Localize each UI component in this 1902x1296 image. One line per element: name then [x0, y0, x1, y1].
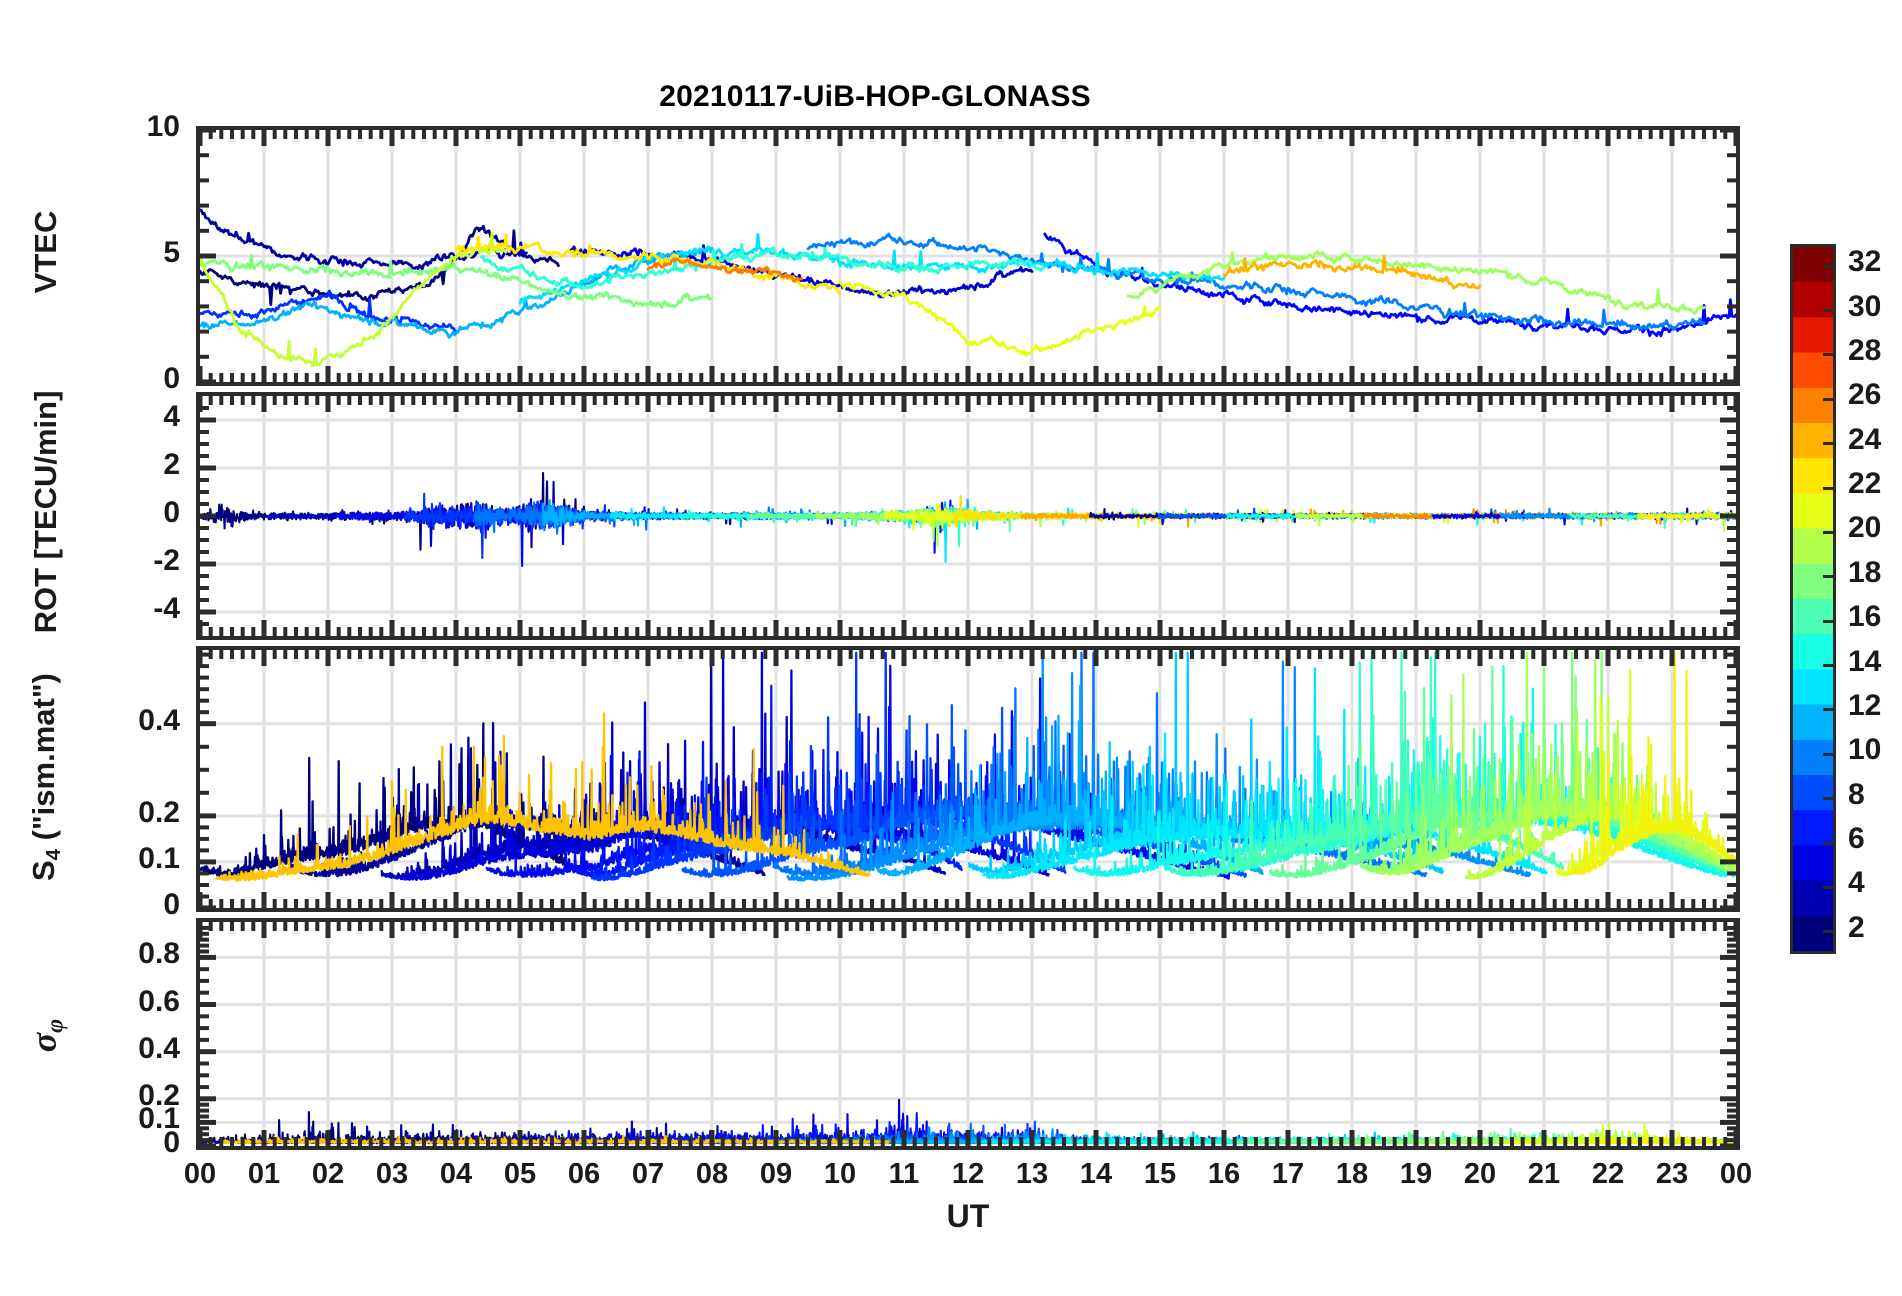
- y-tick-sigmaphi-3: 0.4: [138, 1031, 180, 1065]
- x-tick-0: 00: [183, 1158, 217, 1190]
- prn-colorbar-tick-22: 22: [1848, 467, 1882, 501]
- y-axis-label-sigmaphi: σφ: [22, 776, 69, 1296]
- x-tick-2: 02: [311, 1158, 345, 1190]
- y-tick-rot-3: 2: [163, 448, 180, 481]
- y-tick-sigmaphi-4: 0.6: [138, 984, 180, 1018]
- x-tick-22: 22: [1591, 1158, 1625, 1190]
- x-tick-17: 17: [1271, 1158, 1305, 1190]
- x-tick-4: 04: [439, 1158, 473, 1190]
- x-tick-16: 16: [1207, 1158, 1241, 1190]
- prn-colorbar-tick-2: 2: [1848, 910, 1865, 944]
- x-tick-15: 15: [1143, 1158, 1177, 1190]
- y-tick-vtec-0: 0: [163, 362, 180, 395]
- prn-colorbar-tickmark-24: [1823, 442, 1836, 446]
- prn-colorbar-tick-24: 24: [1848, 422, 1882, 456]
- x-tick-20: 20: [1463, 1158, 1497, 1190]
- x-tick-1: 01: [247, 1158, 281, 1190]
- prn-colorbar-tickmark-20: [1823, 530, 1836, 534]
- prn-colorbar-tickmark-16: [1823, 619, 1836, 623]
- y-tick-sigmaphi-0: 0: [163, 1126, 180, 1159]
- prn-colorbar-tick-30: 30: [1848, 289, 1882, 323]
- prn-colorbar-tick-18: 18: [1848, 555, 1882, 589]
- y-axis-label-sigmaphi-text: σφ: [23, 1018, 69, 1053]
- prn-colorbar-tick-20: 20: [1848, 511, 1882, 545]
- x-tick-9: 09: [759, 1158, 793, 1190]
- prn-colorbar-tick-6: 6: [1848, 822, 1865, 856]
- x-tick-18: 18: [1335, 1158, 1369, 1190]
- panel-sigmaphi: [196, 918, 1740, 1150]
- prn-colorbar-tickmark-18: [1823, 575, 1836, 579]
- y-tick-s4-2: 0.2: [138, 795, 180, 829]
- y-tick-s4-1: 0.1: [138, 841, 180, 875]
- prn-colorbar-tickmark-30: [1823, 309, 1836, 313]
- x-tick-24: 00: [1719, 1158, 1753, 1190]
- prn-colorbar-tickmark-10: [1823, 752, 1836, 756]
- prn-colorbar-tick-32: 32: [1848, 245, 1882, 279]
- prn-colorbar-tickmark-8: [1823, 797, 1836, 801]
- prn-colorbar-tick-14: 14: [1848, 644, 1882, 678]
- prn-colorbar-tick-4: 4: [1848, 866, 1865, 900]
- x-tick-23: 23: [1655, 1158, 1689, 1190]
- y-tick-vtec-2: 10: [146, 110, 180, 143]
- y-tick-sigmaphi-1: 0.1: [138, 1102, 180, 1136]
- x-tick-13: 13: [1015, 1158, 1049, 1190]
- x-tick-8: 08: [695, 1158, 729, 1190]
- x-tick-3: 03: [375, 1158, 409, 1190]
- prn-colorbar-tickmark-32: [1823, 264, 1836, 268]
- x-tick-11: 11: [888, 1158, 920, 1190]
- x-tick-21: 21: [1527, 1158, 1561, 1190]
- panel-s4: [196, 646, 1740, 912]
- y-tick-sigmaphi-2: 0.2: [138, 1078, 180, 1112]
- x-tick-19: 19: [1399, 1158, 1433, 1190]
- prn-colorbar-tick-10: 10: [1848, 733, 1882, 767]
- x-tick-14: 14: [1079, 1158, 1113, 1190]
- x-tick-7: 07: [631, 1158, 665, 1190]
- prn-colorbar-tickmark-28: [1823, 353, 1836, 357]
- y-tick-s4-3: 0.4: [138, 703, 180, 737]
- panel-s4-plot: [200, 650, 1736, 908]
- x-tick-12: 12: [951, 1158, 985, 1190]
- prn-colorbar-tickmark-12: [1823, 708, 1836, 712]
- panel-rot-plot: [200, 396, 1736, 636]
- y-tick-vtec-1: 5: [163, 236, 180, 269]
- panel-rot: [196, 392, 1740, 640]
- y-tick-sigmaphi-5: 0.8: [138, 937, 180, 971]
- y-tick-rot-1: -2: [153, 544, 180, 577]
- x-tick-10: 10: [823, 1158, 857, 1190]
- figure-title: 20210117-UiB-HOP-GLONASS: [659, 80, 1091, 113]
- x-tick-6: 06: [567, 1158, 601, 1190]
- prn-colorbar-tickmark-6: [1823, 841, 1836, 845]
- prn-colorbar-tickmark-26: [1823, 397, 1836, 401]
- y-tick-rot-4: 4: [163, 400, 180, 433]
- prn-colorbar-tick-16: 16: [1848, 600, 1882, 634]
- x-axis-label: UT: [946, 1198, 990, 1234]
- x-tick-5: 05: [503, 1158, 537, 1190]
- prn-colorbar-tick-8: 8: [1848, 777, 1865, 811]
- prn-colorbar-tick-28: 28: [1848, 333, 1882, 367]
- panel-vtec-plot: [200, 130, 1736, 382]
- prn-colorbar: [1790, 244, 1836, 954]
- prn-colorbar-tickmark-14: [1823, 664, 1836, 668]
- y-tick-s4-0: 0: [163, 888, 180, 921]
- panel-sigmaphi-plot: [200, 922, 1736, 1146]
- prn-colorbar-tickmark-2: [1823, 930, 1836, 934]
- y-tick-rot-2: 0: [163, 496, 180, 529]
- panel-vtec: [196, 126, 1740, 386]
- prn-colorbar-tick-12: 12: [1848, 688, 1882, 722]
- prn-colorbar-tickmark-4: [1823, 885, 1836, 889]
- prn-colorbar-tickmark-22: [1823, 486, 1836, 490]
- y-tick-rot-0: -4: [153, 592, 180, 625]
- prn-colorbar-tick-26: 26: [1848, 378, 1882, 412]
